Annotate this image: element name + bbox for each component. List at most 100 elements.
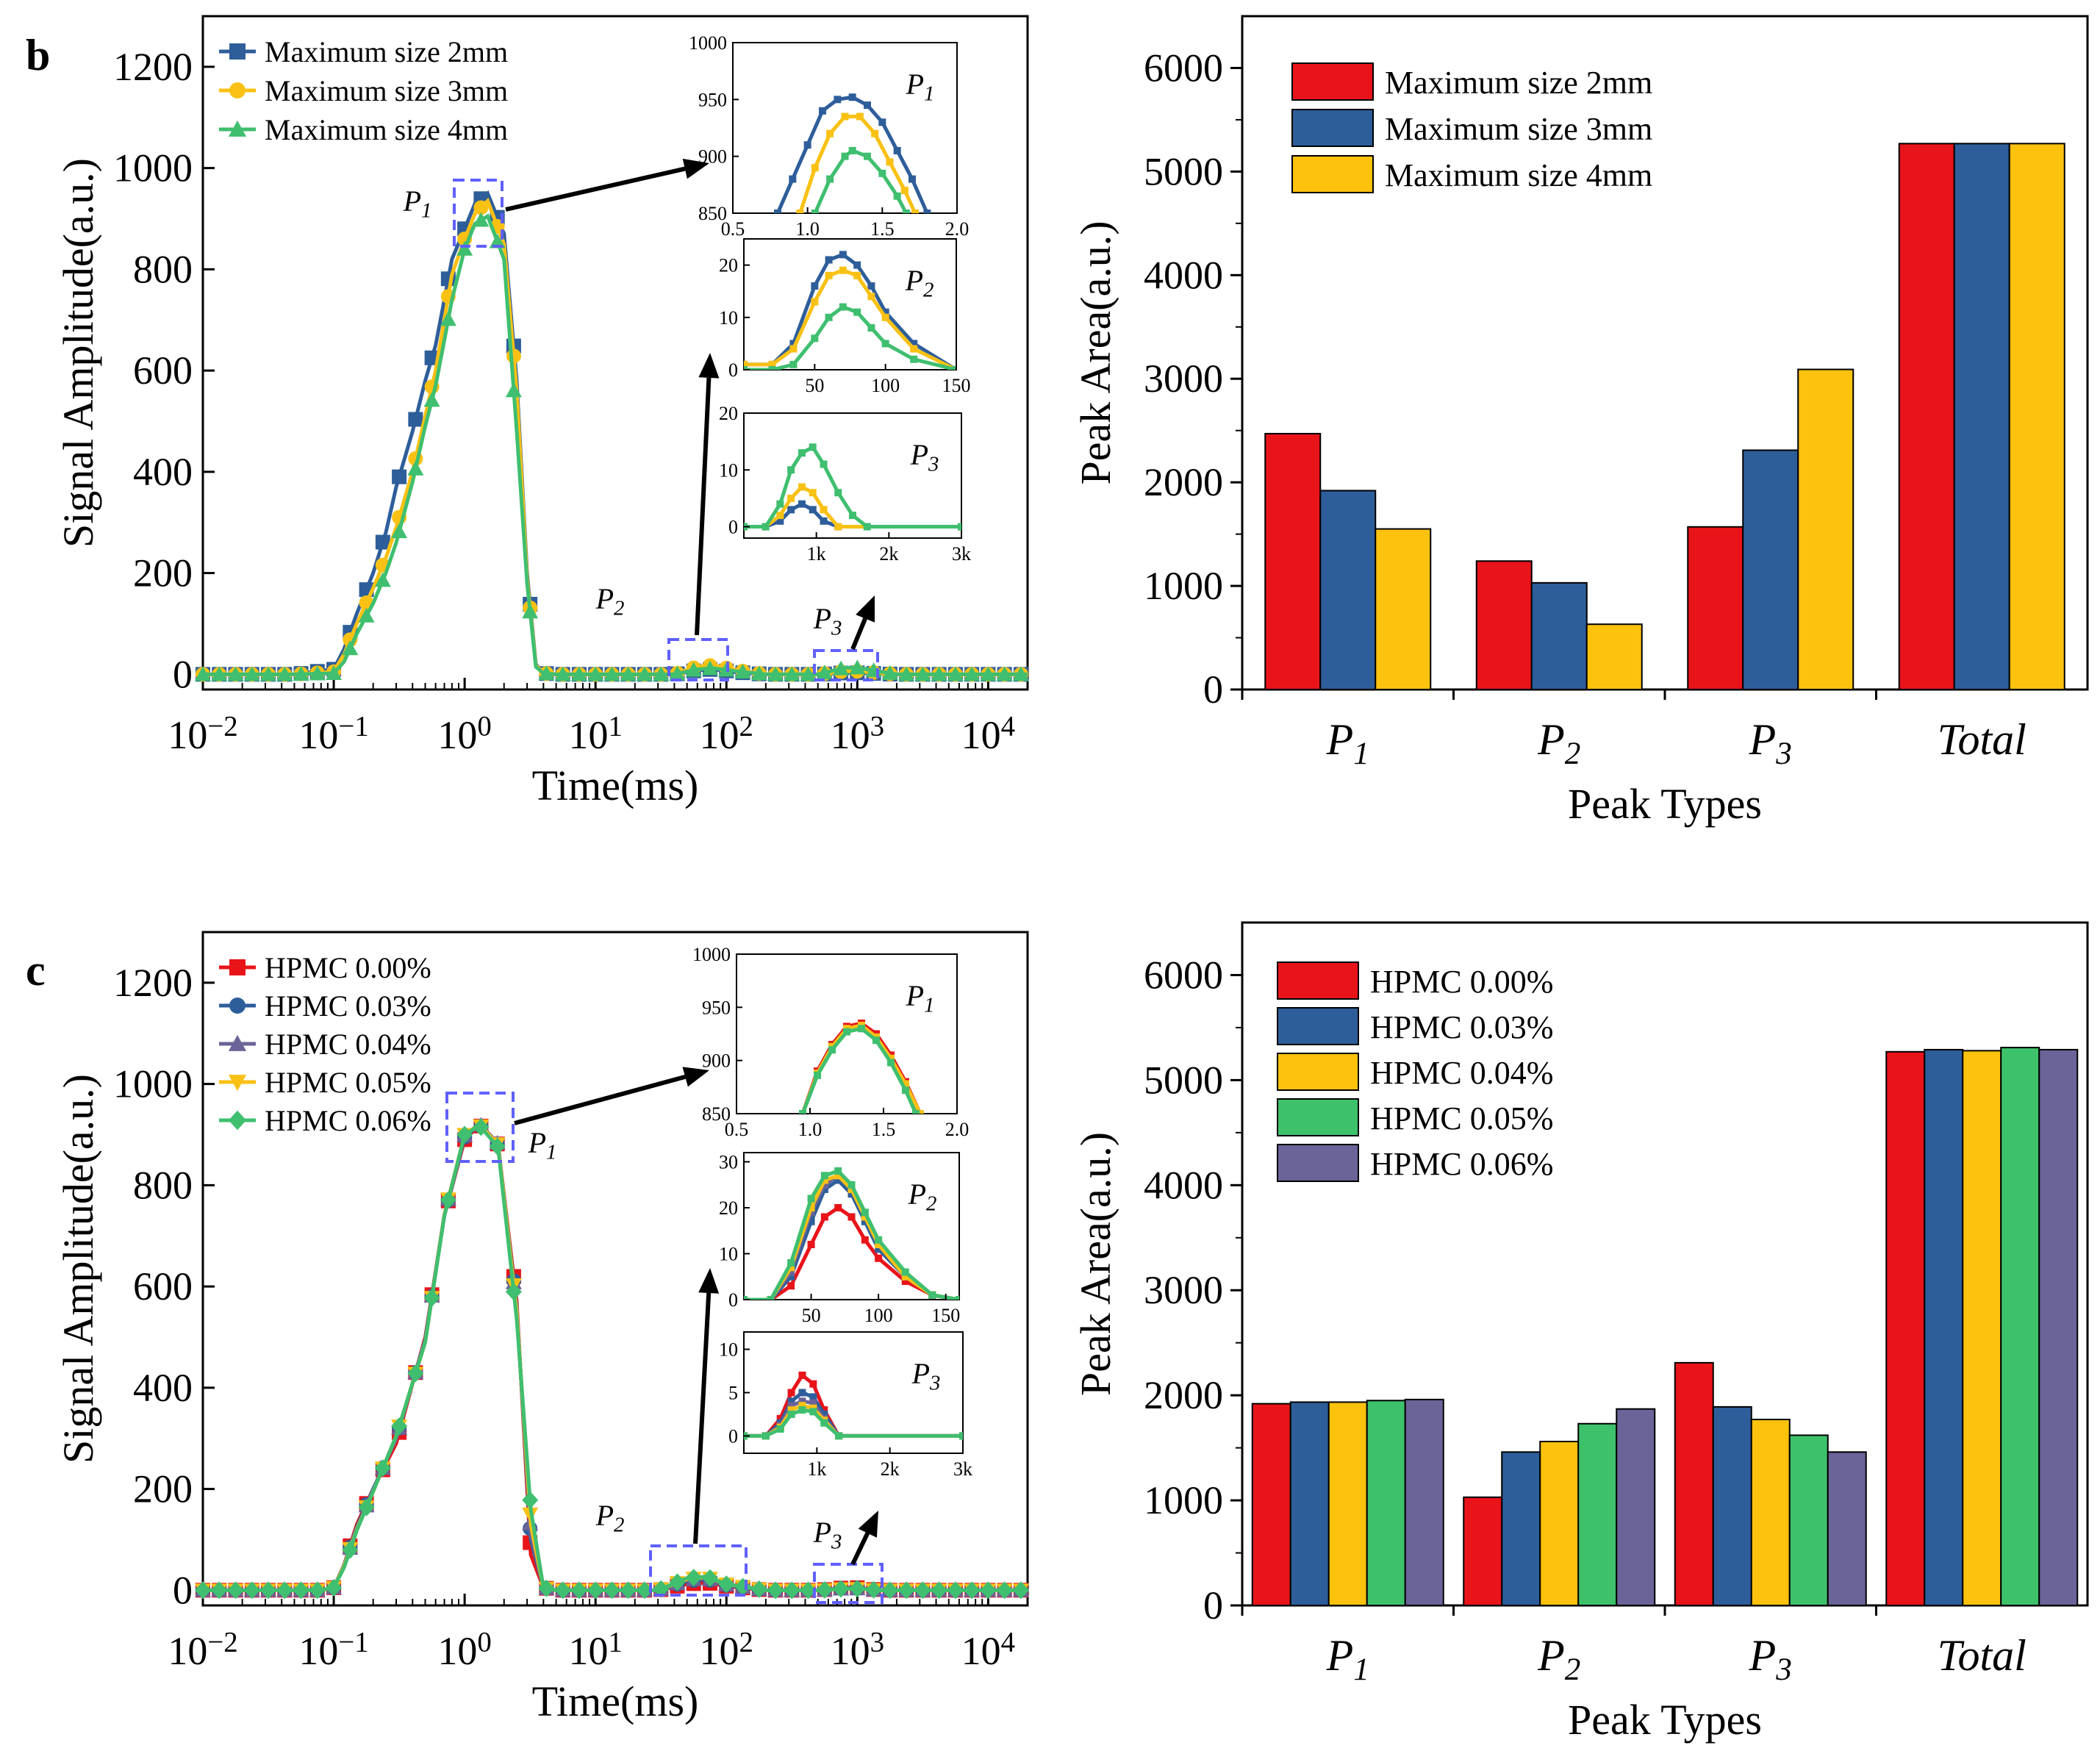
inset-marker bbox=[761, 1432, 770, 1440]
inset-y-tick-label: 0 bbox=[728, 1289, 738, 1311]
inset-x-tick-label: 1k bbox=[807, 1458, 826, 1480]
inset-marker bbox=[787, 1272, 795, 1281]
category-label-main: P bbox=[1749, 715, 1777, 764]
y-tick-label: 5000 bbox=[1144, 1058, 1223, 1102]
data-marker bbox=[669, 1573, 686, 1591]
inset-marker bbox=[909, 175, 916, 183]
x-tick-label: 102 bbox=[700, 711, 753, 757]
data-marker bbox=[309, 665, 326, 681]
legend-swatch bbox=[1291, 62, 1374, 101]
y-tick-label: 200 bbox=[133, 551, 193, 595]
bar bbox=[1616, 1408, 1656, 1607]
peak-label: P1 bbox=[403, 185, 432, 223]
inset-marker bbox=[834, 1167, 842, 1175]
inset-x-tick-label: 3k bbox=[952, 543, 971, 565]
data-marker bbox=[342, 640, 359, 656]
legend-swatch bbox=[1277, 961, 1359, 1000]
inset-marker bbox=[820, 506, 828, 514]
inset-marker bbox=[864, 101, 871, 110]
category-label-sub: 3 bbox=[1775, 1652, 1792, 1687]
inset-peak-label: P2 bbox=[905, 264, 934, 302]
bar bbox=[1687, 526, 1744, 691]
x-tick-exponent: 0 bbox=[477, 711, 491, 742]
bar bbox=[2008, 143, 2065, 690]
data-marker bbox=[718, 1575, 735, 1594]
inset-marker bbox=[956, 1296, 959, 1300]
data-marker bbox=[276, 666, 293, 681]
y-tick-label: 200 bbox=[133, 1467, 193, 1511]
inset-x-tick-label: 1.0 bbox=[795, 218, 820, 240]
inset-marker bbox=[798, 1397, 806, 1405]
inset-marker bbox=[834, 96, 842, 104]
inset-marker bbox=[809, 1399, 817, 1407]
data-marker bbox=[865, 1580, 882, 1599]
data-marker bbox=[620, 1581, 637, 1600]
peak-label: P2 bbox=[595, 582, 625, 620]
inset-marker bbox=[796, 209, 804, 213]
data-marker bbox=[767, 1581, 784, 1600]
inset-series-group bbox=[744, 443, 961, 531]
inset-c-inset-p1: 850 900 950 1000 0.5 1.0 1.5 2.0 P1 bbox=[692, 944, 969, 1140]
inset-marker bbox=[861, 1213, 869, 1221]
data-marker bbox=[227, 666, 244, 681]
x-tick-label: 104 bbox=[961, 1627, 1015, 1673]
inset-series-group bbox=[744, 1167, 959, 1300]
inset-marker bbox=[820, 1172, 828, 1180]
peak-label-sub: 3 bbox=[831, 617, 842, 640]
data-marker bbox=[587, 666, 604, 681]
x-axis-label: Time(ms) bbox=[532, 762, 699, 809]
data-marker bbox=[570, 1581, 587, 1600]
y-axis-label: Signal Amplitude(a.u.) bbox=[54, 158, 102, 548]
inset-y-tick-label: 850 bbox=[698, 203, 727, 224]
category-label: P3 bbox=[1749, 715, 1792, 771]
inset-marker bbox=[820, 1213, 828, 1221]
arrow-head bbox=[698, 1268, 720, 1294]
data-marker bbox=[947, 666, 964, 681]
legend-label: Maximum size 2mm bbox=[265, 35, 508, 68]
x-axis-label: Peak Types bbox=[1568, 1696, 1762, 1744]
arrow-line bbox=[505, 166, 686, 212]
y-tick-label: 400 bbox=[133, 1366, 193, 1410]
data-marker bbox=[391, 523, 408, 539]
legend: Maximum size 2mm Maximum size 3mm Maximum … bbox=[1291, 62, 1652, 193]
inset-marker bbox=[875, 1236, 883, 1244]
inset-marker bbox=[848, 93, 856, 101]
inset-series-group bbox=[744, 1371, 963, 1440]
data-marker bbox=[1012, 1581, 1029, 1600]
bar bbox=[1251, 1403, 1291, 1606]
peak-label-sub: 2 bbox=[614, 1514, 624, 1537]
legend-swatch bbox=[1277, 1053, 1359, 1091]
zoom-box bbox=[453, 179, 504, 248]
inset-marker bbox=[826, 175, 834, 183]
x-tick-exponent: 3 bbox=[870, 711, 884, 742]
inset-marker bbox=[809, 506, 817, 514]
data-marker bbox=[554, 1581, 571, 1600]
bar bbox=[1742, 449, 1799, 691]
inset-marker bbox=[912, 1110, 920, 1114]
inset-marker bbox=[819, 107, 826, 115]
inset-marker bbox=[853, 261, 861, 269]
data-marker bbox=[898, 666, 915, 681]
category-label: P1 bbox=[1326, 1631, 1369, 1687]
data-marker bbox=[195, 666, 211, 681]
inset-marker bbox=[809, 1393, 817, 1401]
y-tick-label: 0 bbox=[1203, 667, 1223, 712]
inset-y-tick-label: 10 bbox=[719, 1244, 738, 1265]
inset-series-group bbox=[799, 1020, 924, 1114]
zoom-box bbox=[445, 1092, 515, 1163]
inset-peak-label-sub: 3 bbox=[928, 453, 939, 476]
inset-marker bbox=[834, 1176, 842, 1184]
inset-b-inset-p3: 0 10 20 1k 2k 3k P3 bbox=[719, 403, 971, 565]
inset-marker bbox=[856, 112, 864, 121]
peak-label-main: P bbox=[403, 185, 421, 218]
bar bbox=[1463, 1496, 1503, 1606]
inset-marker bbox=[776, 512, 784, 520]
data-marker bbox=[685, 1569, 702, 1587]
inset-marker bbox=[853, 271, 861, 279]
legend-label: HPMC 0.06% bbox=[1370, 1146, 1553, 1182]
inset-marker bbox=[839, 251, 847, 259]
y-tick-label: 0 bbox=[1203, 1583, 1223, 1627]
legend: HPMC 0.00% HPMC 0.03% HPMC 0.04% HPMC 0.05%… bbox=[1277, 961, 1553, 1182]
inset-marker bbox=[787, 466, 795, 474]
